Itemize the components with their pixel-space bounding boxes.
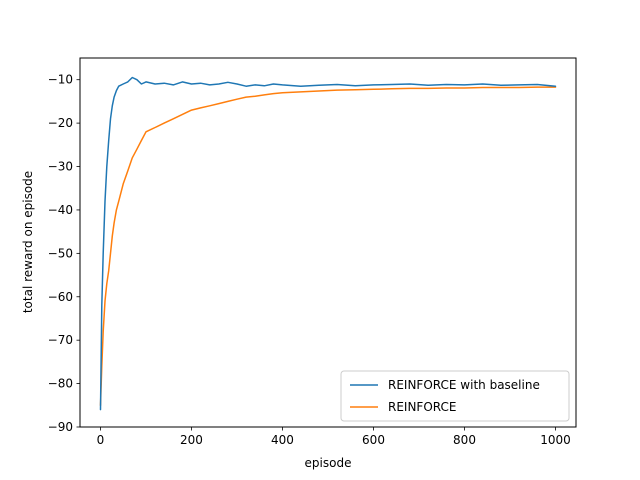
x-tick-label: 0 bbox=[97, 433, 105, 447]
x-tick-label: 400 bbox=[271, 433, 294, 447]
axes-frame bbox=[79, 57, 577, 428]
y-tick-label: −30 bbox=[48, 160, 73, 174]
y-axis-label: total reward on episode bbox=[21, 171, 35, 313]
y-tick-label: −90 bbox=[48, 420, 73, 434]
series-line-baseline bbox=[99, 76, 557, 411]
y-axis: −90 −80 −70 −60 −50 −40 −30 −20 −10 bbox=[48, 73, 80, 434]
y-tick-label: −60 bbox=[48, 290, 73, 304]
x-tick-label: 600 bbox=[362, 433, 385, 447]
y-tick-label: −20 bbox=[48, 116, 73, 130]
y-tick-label: −70 bbox=[48, 333, 73, 347]
legend: REINFORCE with baseline REINFORCE bbox=[340, 370, 570, 422]
plot-area bbox=[99, 76, 557, 411]
x-tick-label: 800 bbox=[453, 433, 476, 447]
legend-label-baseline: REINFORCE with baseline bbox=[388, 378, 540, 392]
x-axis: 0 200 400 600 800 1000 bbox=[97, 427, 571, 447]
y-tick-label: −10 bbox=[48, 73, 73, 87]
legend-label-reinforce: REINFORCE bbox=[388, 400, 456, 414]
y-tick-label: −40 bbox=[48, 203, 73, 217]
series-line-reinforce bbox=[99, 86, 557, 407]
y-tick-label: −80 bbox=[48, 377, 73, 391]
x-tick-label: 200 bbox=[180, 433, 203, 447]
x-axis-label: episode bbox=[305, 456, 352, 470]
legend-box bbox=[340, 370, 570, 422]
y-tick-label: −50 bbox=[48, 246, 73, 260]
x-tick-label: 1000 bbox=[540, 433, 571, 447]
